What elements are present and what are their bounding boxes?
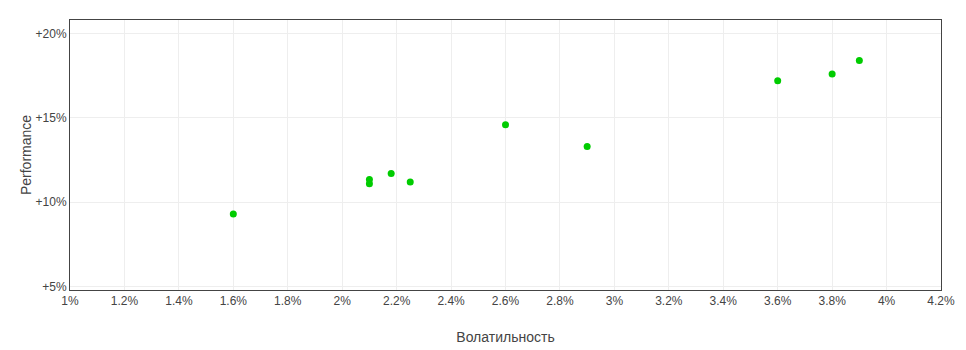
- svg-text:Performance: Performance: [18, 115, 34, 195]
- svg-text:3.4%: 3.4%: [710, 294, 738, 308]
- svg-text:2.6%: 2.6%: [492, 294, 520, 308]
- svg-text:2%: 2%: [334, 294, 352, 308]
- svg-text:+15%: +15%: [36, 111, 67, 125]
- svg-text:3.2%: 3.2%: [655, 294, 683, 308]
- svg-text:1.6%: 1.6%: [220, 294, 248, 308]
- svg-text:2.2%: 2.2%: [383, 294, 411, 308]
- svg-text:+10%: +10%: [36, 195, 67, 209]
- svg-text:4.2%: 4.2%: [927, 294, 955, 308]
- svg-text:3.8%: 3.8%: [818, 294, 846, 308]
- svg-text:1%: 1%: [61, 294, 79, 308]
- svg-text:Волатильность: Волатильность: [456, 329, 554, 345]
- svg-text:+20%: +20%: [36, 27, 67, 41]
- svg-text:1.2%: 1.2%: [111, 294, 139, 308]
- svg-text:3.6%: 3.6%: [764, 294, 792, 308]
- svg-text:2.8%: 2.8%: [546, 294, 574, 308]
- svg-text:4%: 4%: [878, 294, 896, 308]
- svg-text:3%: 3%: [606, 294, 624, 308]
- svg-text:1.8%: 1.8%: [274, 294, 302, 308]
- svg-text:+5%: +5%: [42, 280, 67, 294]
- svg-text:1.4%: 1.4%: [165, 294, 193, 308]
- svg-text:2.4%: 2.4%: [437, 294, 465, 308]
